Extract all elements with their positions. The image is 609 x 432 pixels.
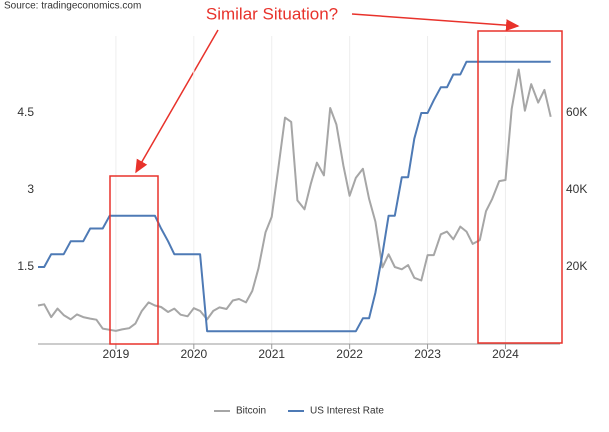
y-tick-label: 1.5 — [17, 259, 34, 273]
plot-area: 2019 2020 2021 2022 2023 2024 1.5 3 4.5 20K 40K 60K — [17, 36, 587, 361]
x-tick-label: 2021 — [258, 347, 285, 361]
arrow — [135, 29, 219, 174]
legend-label: US Interest Rate — [310, 406, 384, 417]
series-line — [37, 68, 552, 332]
x-tick-label: 2019 — [103, 347, 130, 361]
highlight-box — [109, 175, 159, 345]
y2-tick-label: 20K — [566, 259, 587, 273]
y-tick-label: 3 — [27, 182, 34, 196]
y2-tick-label: 60K — [566, 105, 587, 119]
y-tick-label: 4.5 — [17, 105, 34, 119]
legend-label: Bitcoin — [236, 406, 266, 417]
series-line — [38, 60, 551, 333]
x-tick-label: 2022 — [336, 347, 363, 361]
annotation-title: Similar Situation? — [206, 4, 338, 23]
y2-tick-label: 40K — [566, 182, 587, 196]
x-tick-label: 2023 — [414, 347, 441, 361]
highlight-box — [477, 30, 563, 344]
x-tick-label: 2024 — [492, 347, 519, 361]
arrow — [351, 13, 520, 32]
x-tick-label: 2020 — [180, 347, 207, 361]
source: Source: tradingeconomics.com — [4, 1, 141, 12]
